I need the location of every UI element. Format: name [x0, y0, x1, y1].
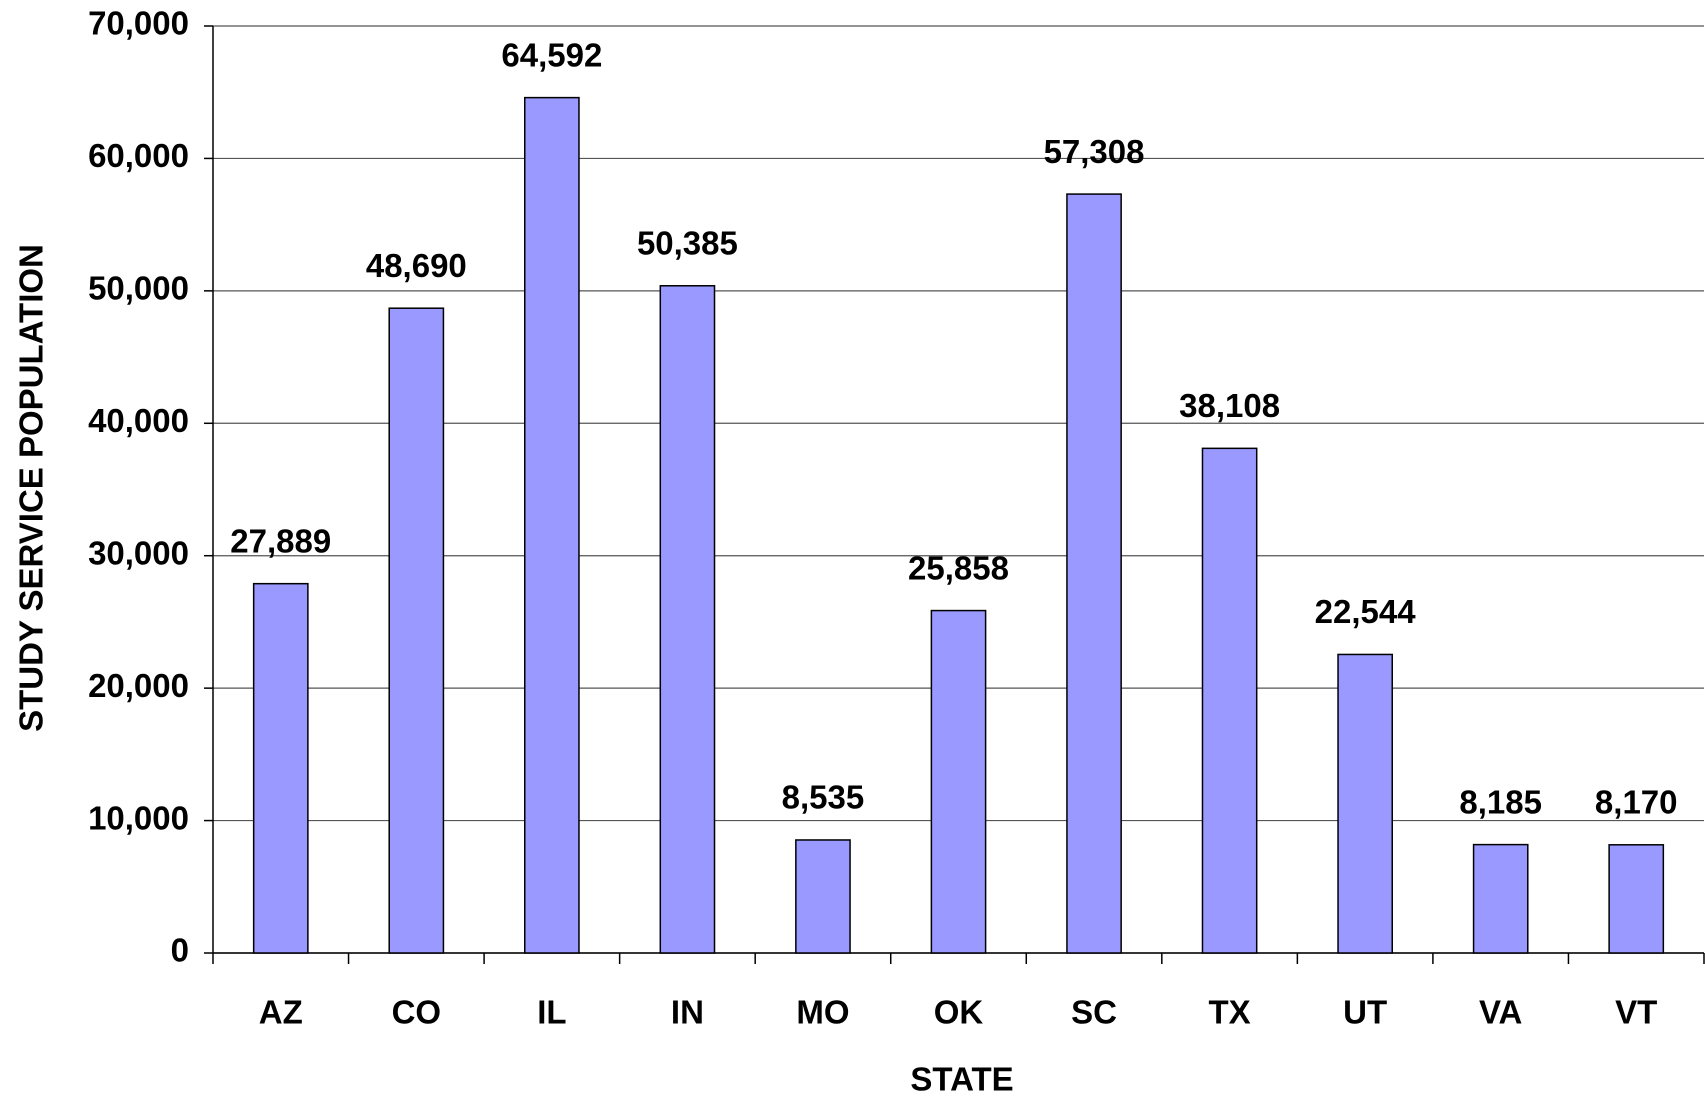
value-label: 38,108 — [1179, 387, 1280, 424]
bar — [795, 839, 851, 954]
bar — [252, 582, 309, 954]
y-tick-label: 40,000 — [88, 402, 189, 439]
bar — [524, 96, 580, 954]
value-label: 48,690 — [366, 247, 467, 284]
x-tick-label: VA — [1479, 994, 1522, 1031]
value-label: 22,544 — [1315, 593, 1417, 630]
value-label: 8,535 — [782, 779, 865, 816]
value-label: 25,858 — [908, 549, 1009, 586]
x-tick-label: CO — [392, 994, 442, 1031]
y-tick-label: 20,000 — [88, 667, 189, 704]
x-tick-label: UT — [1343, 994, 1387, 1031]
bar — [930, 609, 987, 954]
bar — [388, 307, 445, 954]
value-label: 57,308 — [1044, 133, 1145, 170]
bar — [659, 285, 716, 954]
x-tick-label: TX — [1209, 994, 1251, 1031]
x-tick-label: OK — [934, 994, 984, 1031]
x-tick-label: VT — [1615, 994, 1657, 1031]
bar — [1608, 844, 1665, 954]
bar — [1066, 193, 1122, 954]
y-tick-label: 30,000 — [88, 534, 189, 571]
bar — [1337, 653, 1393, 954]
x-axis-title: STATE — [910, 1061, 1013, 1098]
y-tick-label: 0 — [171, 932, 189, 969]
value-label: 8,185 — [1459, 783, 1542, 820]
x-tick-label: MO — [796, 994, 849, 1031]
bar — [1201, 447, 1258, 954]
y-axis-title: STUDY SERVICE POPULATION — [13, 244, 50, 732]
y-tick-label: 70,000 — [88, 5, 189, 42]
x-tick-label: IL — [537, 994, 566, 1031]
x-tick-label: IN — [671, 994, 704, 1031]
value-label: 27,889 — [230, 522, 331, 559]
value-label: 64,592 — [501, 36, 602, 73]
y-tick-label: 50,000 — [88, 270, 189, 307]
bar — [1472, 843, 1529, 954]
y-tick-label: 60,000 — [88, 137, 189, 174]
x-tick-label: SC — [1071, 994, 1117, 1031]
value-label: 50,385 — [637, 224, 738, 261]
x-tick-label: AZ — [259, 994, 303, 1031]
value-label: 8,170 — [1595, 784, 1678, 821]
y-tick-label: 10,000 — [88, 799, 189, 836]
